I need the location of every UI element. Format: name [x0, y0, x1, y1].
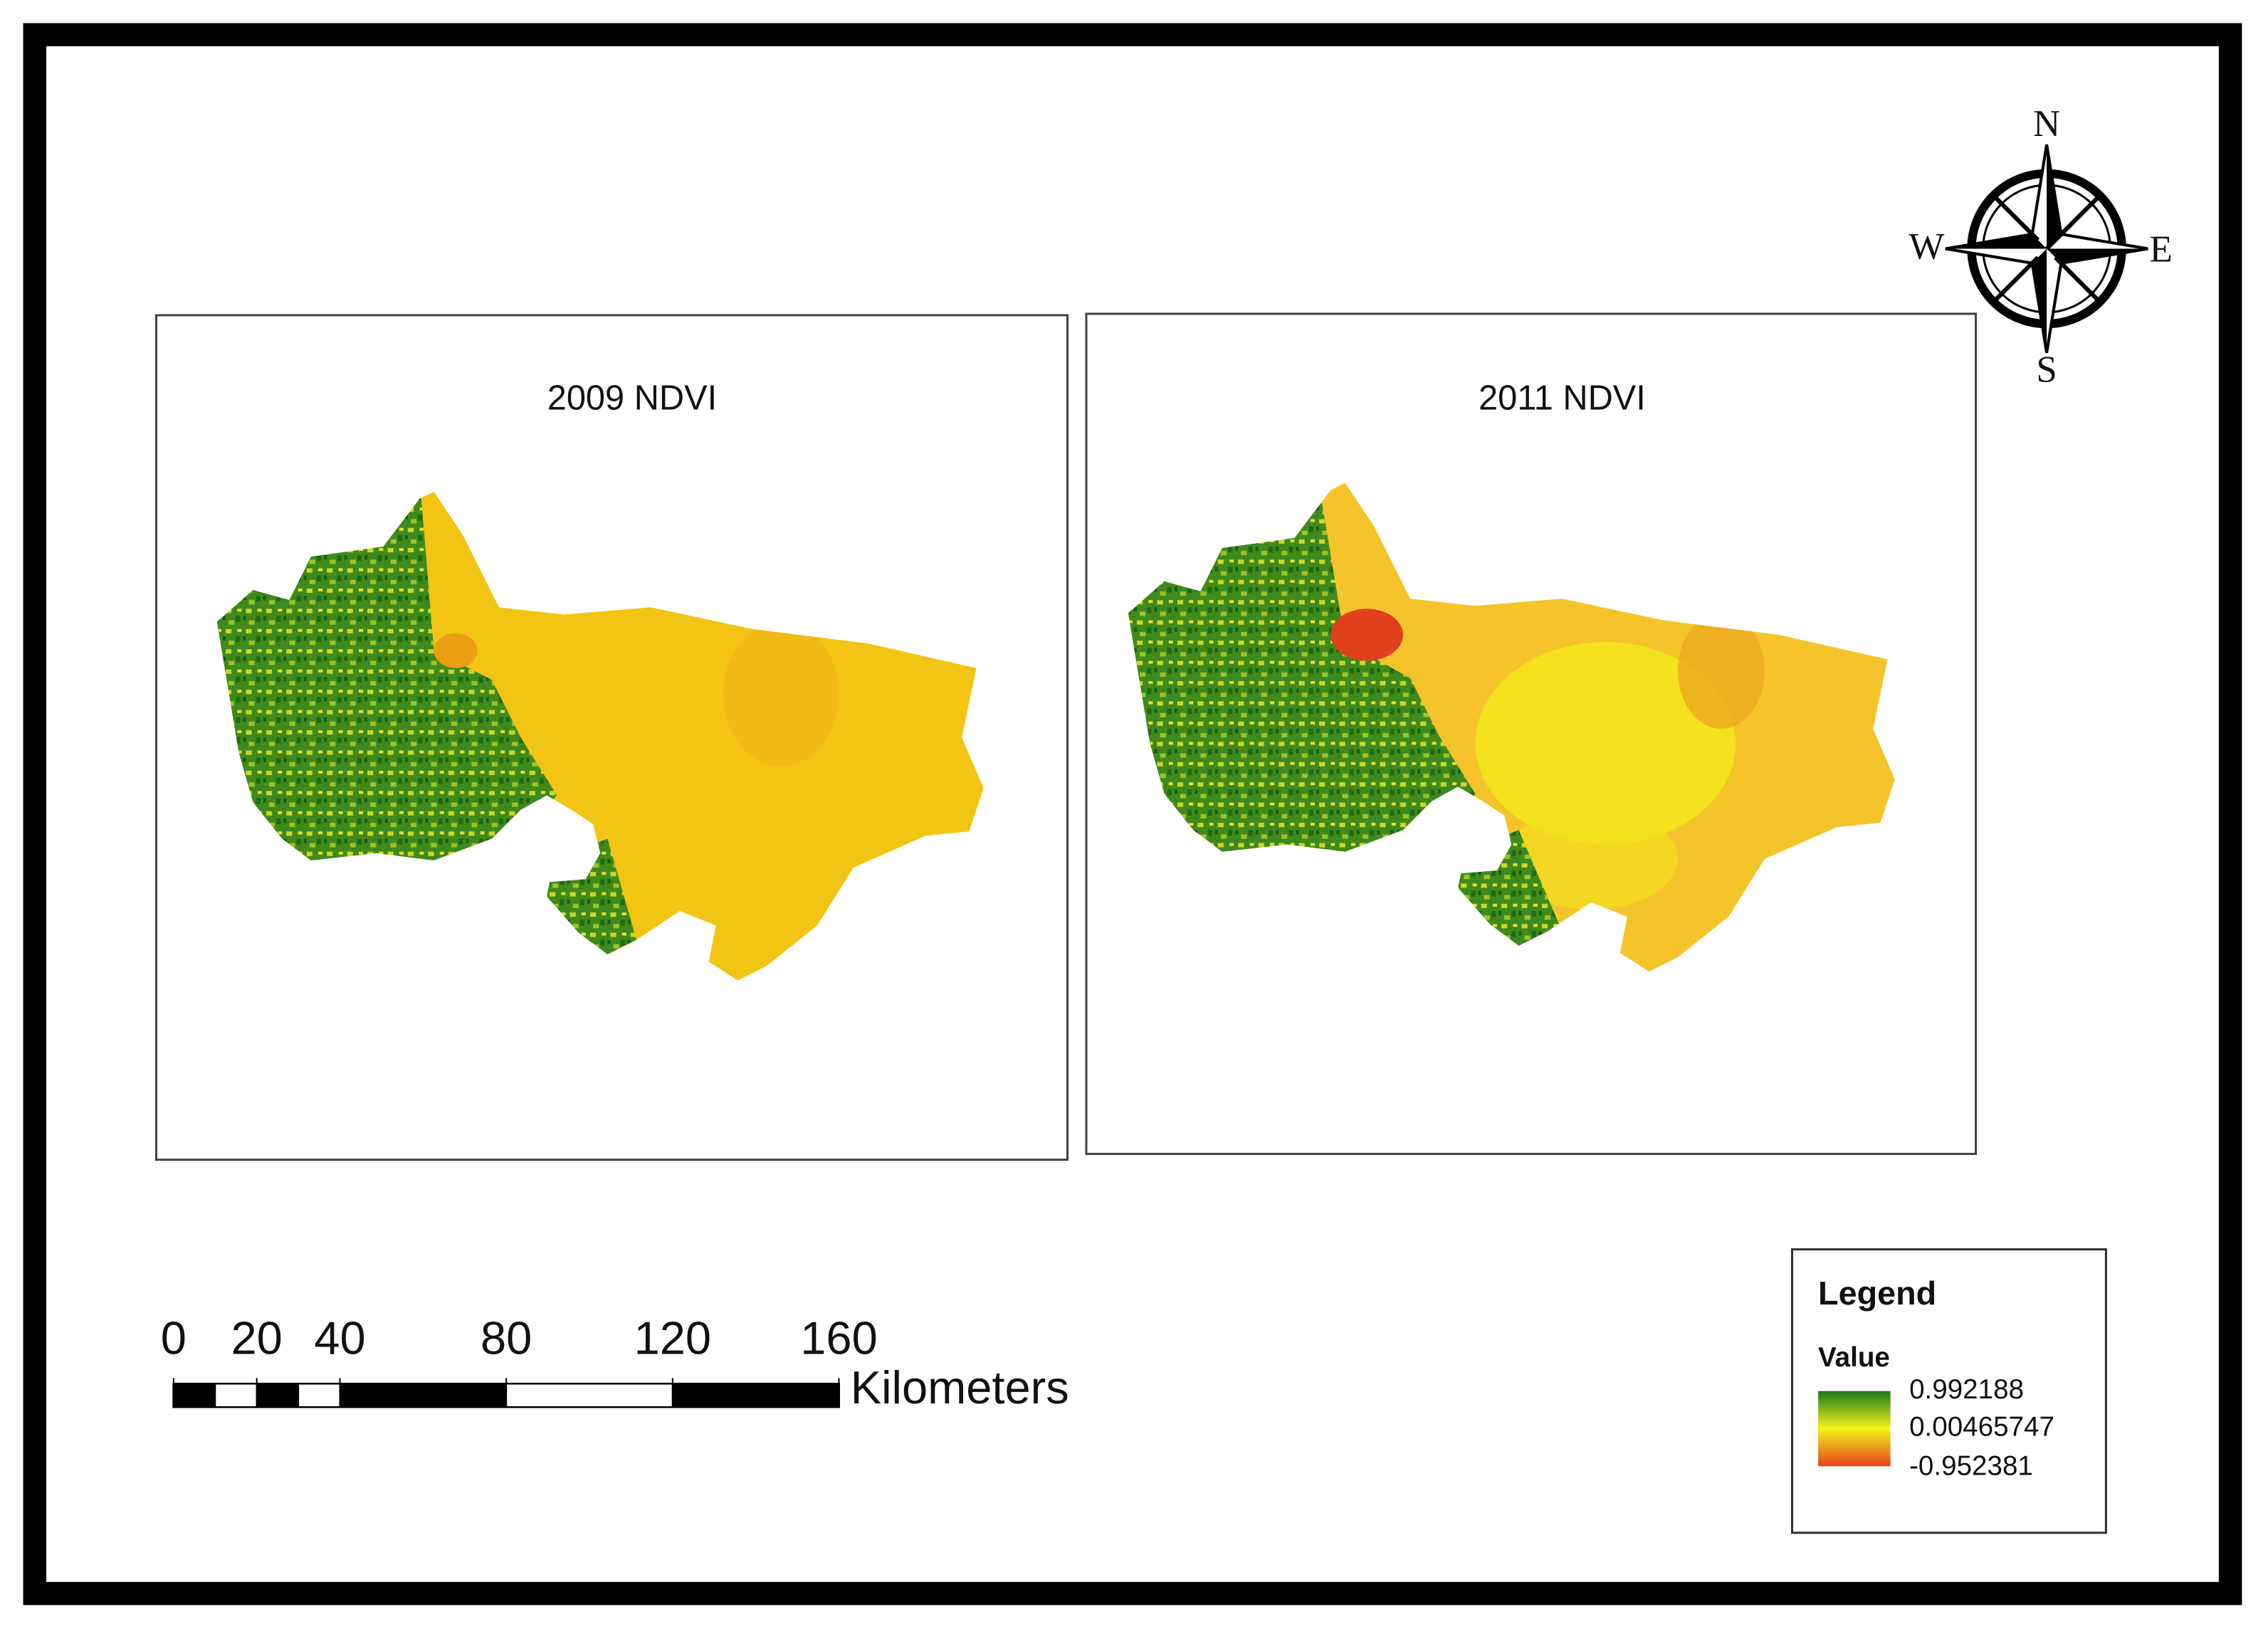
scale-tick-label: 120 [634, 1312, 711, 1364]
scale-segment [256, 1383, 300, 1408]
scale-segment [172, 1383, 216, 1408]
scale-unit: Kilometers [851, 1361, 1069, 1413]
scale-segment [214, 1383, 258, 1408]
frame [23, 23, 2242, 1606]
scale-segment [671, 1383, 840, 1408]
scale-tick-label: 0 [161, 1312, 187, 1364]
panel-title: 2009 NDVI [547, 379, 717, 418]
scale-tick-label: 20 [231, 1312, 283, 1364]
panel-title: 2011 NDVI [1479, 379, 1646, 418]
scale-tick-label: 80 [481, 1312, 532, 1364]
scale-segment [505, 1383, 673, 1408]
legend-field: Value [1818, 1342, 1890, 1373]
legend: Legend Value 0.992188 0.00465747 -0.9523… [1790, 1248, 2107, 1534]
scale-tick-label: 40 [314, 1312, 365, 1364]
compass-label: S [2036, 349, 2057, 390]
scale-bar: Kilometers 0 20 40 80 120 160 [161, 1312, 1069, 1413]
panel: 2009 NDVI [154, 314, 1069, 1161]
legend-label: 0.992188 [1909, 1374, 2024, 1405]
scale-tick-label: 160 [800, 1312, 877, 1364]
scale-segment [339, 1383, 508, 1408]
compass-label: E [2149, 229, 2172, 270]
legend-label: 0.00465747 [1909, 1412, 2054, 1443]
scale-segment [298, 1383, 341, 1408]
north-arrow: N S W E [1909, 103, 2173, 390]
color-ramp [1818, 1391, 1891, 1467]
panel: 2011 NDVI [1085, 312, 1978, 1155]
compass-label: W [1909, 226, 1945, 268]
legend-title: Legend [1818, 1275, 1936, 1312]
compass-label: N [2033, 103, 2060, 144]
legend-label: -0.952381 [1909, 1451, 2033, 1482]
